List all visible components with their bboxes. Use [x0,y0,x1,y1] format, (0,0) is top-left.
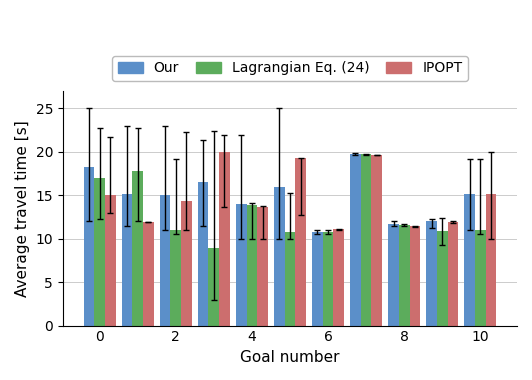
Bar [274,187,285,326]
Bar [426,222,437,326]
Bar [236,204,246,326]
Bar [323,232,334,326]
Bar [257,207,268,326]
Bar [122,195,132,326]
Bar [84,167,94,326]
Bar [361,154,371,326]
Bar [464,193,475,326]
Bar [285,232,295,326]
Bar [350,154,361,326]
Y-axis label: Average travel time [s]: Average travel time [s] [15,120,30,297]
Bar [219,152,230,326]
Bar [181,201,192,326]
Bar [246,205,257,326]
Bar [170,230,181,326]
Bar [371,155,382,326]
Bar [94,178,105,326]
Bar [295,158,306,326]
Bar [312,232,323,326]
Bar [399,225,410,326]
Bar [132,171,143,326]
Bar [410,226,420,326]
Bar [105,195,115,326]
Bar [209,248,219,326]
Bar [486,193,496,326]
Bar [143,222,154,326]
Bar [334,229,344,326]
Bar [475,230,486,326]
Bar [388,224,399,326]
Bar [437,231,447,326]
X-axis label: Goal number: Goal number [240,350,340,365]
Bar [160,195,170,326]
Legend: Our, Lagrangian Eq. (24), IPOPT: Our, Lagrangian Eq. (24), IPOPT [112,56,468,81]
Bar [198,182,209,326]
Bar [447,222,458,326]
